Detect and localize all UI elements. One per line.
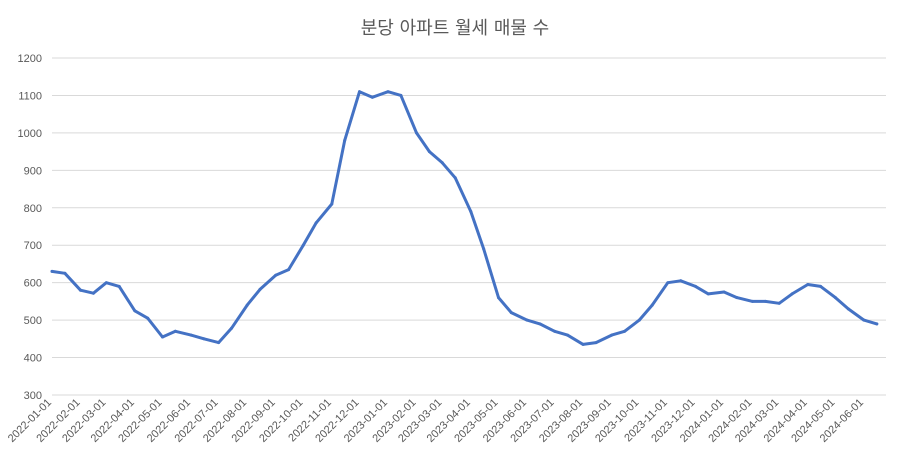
y-tick-label: 400 [24, 353, 42, 365]
data-point [846, 307, 850, 311]
data-point [650, 303, 654, 307]
data-point [581, 342, 585, 346]
data-point [735, 296, 739, 300]
data-point [525, 318, 529, 322]
x-axis-tick-labels: 2022-01-012022-02-012022-03-012022-04-01… [6, 397, 866, 445]
y-tick-label: 900 [24, 165, 42, 177]
y-tick-label: 1200 [18, 53, 42, 65]
data-point [63, 271, 67, 275]
series-line [50, 90, 879, 346]
y-tick-label: 600 [24, 278, 42, 290]
y-tick-label: 500 [24, 315, 42, 327]
series-layer [50, 90, 879, 346]
data-point [358, 90, 361, 94]
data-point [566, 333, 569, 337]
data-point [230, 326, 233, 330]
data-point [370, 95, 374, 99]
data-point [202, 337, 206, 341]
data-point [751, 299, 754, 303]
y-axis-tick-labels: 300 400 500 600 700 800 900 1000 1100 1200 [18, 53, 42, 402]
data-point [482, 247, 486, 251]
y-tick-label: 800 [24, 203, 42, 215]
chart-title: 분당 아파트 월세 매물 수 [361, 18, 550, 39]
data-point [258, 287, 262, 291]
y-tick-label: 1000 [18, 128, 42, 140]
data-point [287, 268, 291, 272]
data-point [875, 322, 879, 326]
gridlines [52, 57, 886, 396]
data-point [509, 311, 513, 315]
data-point [790, 292, 794, 296]
data-point [679, 279, 683, 283]
data-point [301, 243, 305, 247]
y-tick-label: 700 [24, 240, 42, 252]
data-point [862, 318, 866, 322]
data-point [386, 90, 390, 94]
data-point [553, 329, 557, 333]
data-point [343, 138, 347, 142]
data-point [415, 131, 418, 135]
data-point [610, 333, 614, 337]
data-point [91, 291, 95, 295]
y-tick-label: 1100 [18, 90, 42, 102]
data-point [314, 221, 318, 225]
data-point [217, 341, 221, 345]
data-point [722, 290, 726, 294]
data-point [469, 210, 473, 213]
data-point [440, 161, 444, 165]
data-point [666, 281, 670, 285]
data-point [330, 202, 334, 206]
data-point [538, 322, 542, 326]
data-point [274, 273, 278, 277]
data-point [189, 333, 193, 337]
data-point [763, 299, 767, 303]
data-point [694, 284, 697, 288]
y-tick-label: 300 [24, 390, 42, 402]
data-point [133, 309, 137, 313]
data-point [594, 341, 598, 345]
data-point [819, 284, 823, 288]
data-point [245, 303, 249, 307]
data-point [104, 281, 108, 285]
data-point [173, 329, 177, 333]
data-point [637, 318, 641, 322]
data-point [497, 296, 500, 300]
data-point [777, 301, 781, 305]
data-point [79, 288, 82, 292]
data-point [833, 296, 837, 300]
data-point [806, 283, 810, 286]
data-point [706, 292, 710, 296]
data-point [453, 176, 457, 180]
data-point [399, 93, 403, 97]
data-point [161, 335, 164, 339]
data-point [117, 284, 121, 288]
data-point [146, 316, 150, 320]
data-point [427, 150, 431, 154]
data-point [50, 269, 54, 273]
data-point [623, 329, 627, 333]
